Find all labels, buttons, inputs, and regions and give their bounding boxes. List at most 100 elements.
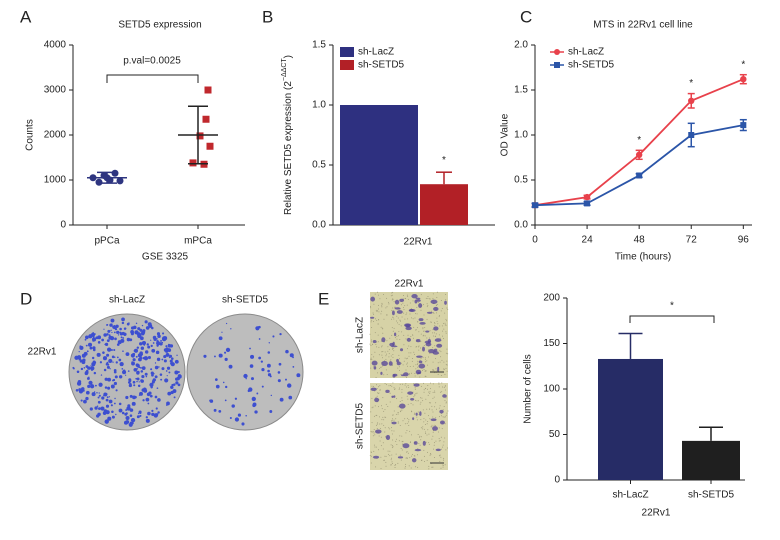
texture [420, 439, 422, 441]
texture [375, 309, 377, 311]
texture [408, 355, 410, 357]
texture [404, 423, 406, 425]
colony [241, 422, 245, 426]
texture [369, 343, 371, 345]
texture [424, 412, 426, 414]
texture [381, 306, 383, 308]
y-tick-label: 2.0 [514, 40, 528, 51]
colony [113, 348, 116, 352]
colony [126, 337, 131, 342]
colony [116, 356, 119, 359]
colony [156, 338, 158, 340]
colony [129, 394, 133, 398]
y-tick-label: 4000 [44, 40, 67, 51]
texture [434, 425, 436, 427]
colony [138, 366, 141, 369]
colony [150, 339, 152, 341]
x-tick-label: 48 [634, 235, 646, 246]
colony [175, 381, 179, 385]
texture [392, 316, 394, 318]
colony [128, 322, 130, 324]
texture [409, 457, 411, 459]
texture [375, 466, 377, 468]
texture [401, 316, 403, 318]
texture [423, 304, 425, 306]
texture [410, 317, 412, 319]
texture [415, 364, 417, 366]
colony [145, 326, 150, 330]
texture [381, 303, 383, 305]
colony [135, 355, 138, 358]
texture [425, 419, 427, 421]
colony [169, 359, 173, 363]
texture [377, 406, 379, 408]
colony [92, 335, 95, 338]
colony [107, 329, 111, 333]
texture [432, 297, 434, 299]
texture [377, 334, 379, 336]
texture [399, 339, 401, 341]
colony [145, 375, 148, 378]
colony [103, 394, 105, 397]
texture [381, 327, 383, 329]
cell [372, 340, 377, 344]
texture [401, 449, 403, 451]
cell [371, 360, 378, 366]
colony [167, 391, 172, 396]
texture [445, 331, 447, 333]
cell [413, 441, 418, 445]
colony [108, 336, 112, 339]
bar [420, 184, 468, 225]
texture [379, 388, 381, 390]
texture [393, 410, 395, 412]
colony [107, 416, 112, 421]
texture [405, 369, 407, 371]
colony [123, 420, 128, 425]
colony [82, 360, 84, 362]
texture [432, 397, 434, 399]
texture [413, 383, 415, 385]
texture [407, 452, 409, 454]
colony [133, 348, 139, 353]
texture [432, 466, 434, 468]
point [111, 169, 119, 177]
colony [145, 418, 150, 423]
texture [393, 306, 395, 308]
texture [403, 344, 405, 346]
colony [86, 350, 89, 353]
colony [90, 365, 92, 367]
colony [113, 370, 117, 374]
significance-bracket [106, 74, 199, 83]
texture [408, 425, 410, 427]
texture [397, 422, 399, 424]
texture [404, 467, 406, 469]
texture [416, 419, 418, 421]
colony [120, 336, 123, 339]
panel-letter: E [318, 289, 329, 308]
texture [404, 318, 406, 320]
texture [424, 335, 426, 337]
colony [106, 324, 108, 326]
texture [416, 392, 418, 394]
texture [407, 295, 409, 297]
chart-title: SETD5 expression [118, 20, 201, 31]
texture [389, 385, 391, 387]
texture [395, 464, 397, 466]
texture [374, 351, 376, 353]
colony [157, 398, 161, 402]
colony [249, 364, 254, 368]
y-tick-label: 1.0 [514, 130, 528, 141]
texture [434, 406, 436, 408]
texture [399, 435, 401, 437]
colony [155, 407, 158, 410]
texture [412, 300, 414, 302]
texture [430, 388, 432, 390]
texture [413, 351, 415, 353]
texture [391, 327, 393, 329]
colony [177, 383, 181, 387]
texture [431, 438, 433, 440]
texture [383, 424, 385, 426]
texture [392, 414, 394, 416]
texture [400, 447, 402, 449]
panel-letter: A [20, 7, 32, 26]
